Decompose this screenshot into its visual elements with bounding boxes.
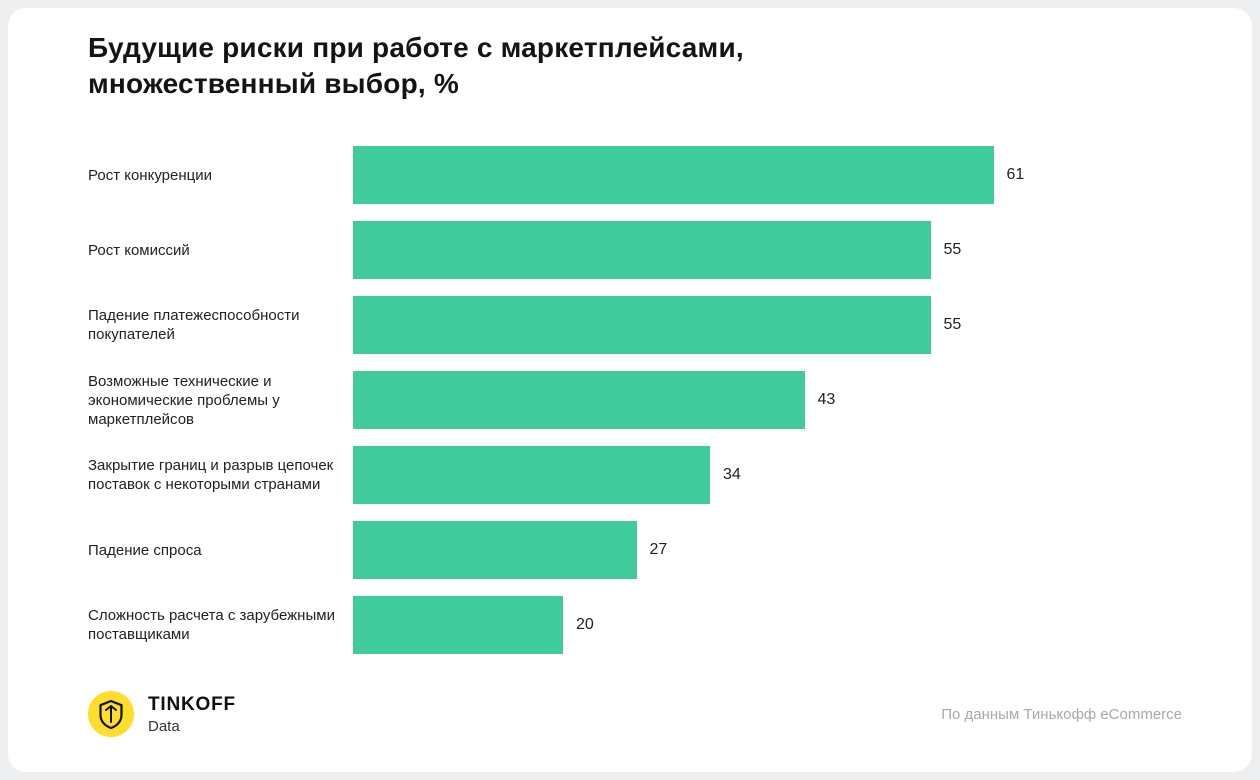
value-label: 34 [723, 466, 741, 483]
value-label: 43 [817, 391, 836, 408]
bar-area: 55 [353, 296, 1182, 354]
brand-sub: Data [148, 717, 180, 735]
value-label: 27 [649, 541, 668, 558]
value-label: 61 [1006, 166, 1025, 183]
footer: TINKOFF Data По данным Тинькофф eCommerc… [88, 691, 1182, 737]
bar-row: Падение спроса 27 [88, 521, 1182, 579]
bar-area: 34 [353, 446, 1182, 504]
category-label: Рост комиссий [88, 241, 190, 259]
bar-area: 61 [353, 146, 1182, 204]
brand-block: TINKOFF Data [88, 691, 236, 737]
bar-area: 20 [353, 596, 1182, 654]
brand-name: TINKOFF [148, 693, 236, 715]
value-label: 20 [576, 616, 594, 633]
bar-area: 55 [353, 221, 1182, 279]
bar-row: Рост комиссий 55 [88, 221, 1182, 279]
category-label: Падение спроса [88, 541, 202, 559]
bar-area: 43 [353, 371, 1182, 429]
bar-row: Сложность расчета с зарубежными поставщи… [88, 596, 1182, 654]
bar [353, 521, 637, 579]
tinkoff-logo-icon [88, 691, 134, 737]
bar-area: 27 [353, 521, 1182, 579]
bar [353, 221, 931, 279]
bar-row: Возможные технические и экономические пр… [88, 371, 1182, 429]
bar-row: Падение платежеспособности покупателей 5… [88, 296, 1182, 354]
category-label: Падение платежеспособности покупателей [88, 307, 300, 343]
brand-text: TINKOFF Data [148, 694, 236, 735]
chart-card: Будущие риски при работе с маркетплейсам… [8, 8, 1252, 772]
bar [353, 371, 805, 429]
bar [353, 596, 563, 654]
bar [353, 446, 710, 504]
category-label: Возможные технические и экономические пр… [88, 372, 280, 428]
chart-title: Будущие риски при работе с маркетплейсам… [88, 32, 744, 99]
bar [353, 296, 931, 354]
bar [353, 146, 994, 204]
value-label: 55 [943, 241, 962, 258]
bar-chart: Рост конкуренции 61 Рост комиссий 55 Пад… [88, 146, 1182, 654]
category-label: Сложность расчета с зарубежными поставщи… [88, 607, 335, 643]
category-label: Закрытие границ и разрыв цепочек поставо… [88, 457, 334, 493]
bar-row: Закрытие границ и разрыв цепочек поставо… [88, 446, 1182, 504]
source-note: По данным Тинькофф eCommerce [941, 705, 1182, 723]
category-label: Рост конкуренции [88, 166, 212, 184]
value-label: 55 [943, 316, 962, 333]
bar-row: Рост конкуренции 61 [88, 146, 1182, 204]
